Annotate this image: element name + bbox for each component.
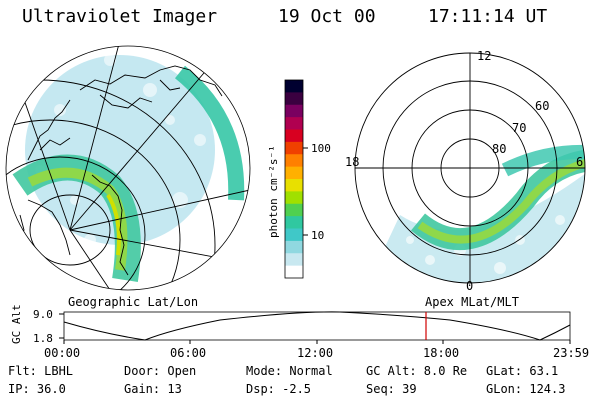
colorbar-segment [285, 265, 303, 279]
time-tick-1200: 12:00 [297, 346, 334, 360]
gain-info: Gain: 13 [124, 382, 182, 396]
mlat-label-80: 80 [492, 142, 506, 156]
glat-info: GLat: 63.1 [486, 364, 559, 378]
colorbar-tick-10: 10 [311, 229, 324, 242]
ip-info: IP: 36.0 [8, 382, 66, 396]
filter-info: Flt: LBHL [8, 364, 74, 378]
mlt-label-18: 18 [345, 155, 359, 169]
colorbar-segment [285, 80, 303, 93]
time-tick-0600: 06:00 [170, 346, 207, 360]
mlat-label-70: 70 [512, 121, 526, 135]
glon-info: GLon: 124.3 [486, 382, 566, 396]
time-label: 17:11:14 UT [428, 6, 548, 27]
gc-alt-info: GC Alt: 8.0 Re [366, 364, 468, 378]
colorbar-segment [285, 92, 303, 106]
colorbar-segment [285, 191, 303, 205]
altitude-timeline: GC Alt 9.0 1.8 [10, 304, 571, 345]
colorbar-segment [285, 166, 303, 180]
colorbar-segment [285, 117, 303, 131]
right-panel-caption: Apex MLat/MLT [425, 295, 519, 309]
colorbar-segment [285, 228, 303, 242]
colorbar-segment [285, 154, 303, 168]
mode-info: Mode: Normal [246, 364, 333, 378]
colorbar-tick-100: 100 [311, 142, 331, 155]
time-tick-2359: 23:59 [553, 346, 590, 360]
colorbar-segment [285, 203, 303, 217]
polar-grid [354, 52, 586, 284]
timeline-ymax: 9.0 [33, 308, 53, 321]
colorbar-segment [285, 141, 303, 155]
color-scale-bar [285, 80, 303, 279]
timeline-ymin: 1.8 [33, 332, 53, 345]
mlt-label-12: 12 [477, 49, 491, 63]
timeline-ylabel: GC Alt [10, 304, 23, 344]
colorbar-segment [285, 216, 303, 230]
geographic-map [6, 46, 250, 290]
seq-info: Seq: 39 [366, 382, 417, 396]
left-panel-caption: Geographic Lat/Lon [68, 295, 199, 309]
colorbar-segment [285, 129, 303, 143]
colorbar-segment [285, 179, 303, 192]
mlat-label-60: 60 [535, 99, 549, 113]
mlt-label-6: 6 [576, 155, 583, 169]
time-tick-1800: 18:00 [423, 346, 460, 360]
colorbar-segment [285, 253, 303, 267]
polar-mlt-plot: 12 18 6 0 60 70 80 [345, 49, 586, 293]
mlt-label-0: 0 [466, 279, 473, 293]
colorbar-segment [285, 240, 303, 254]
date-label: 19 Oct 00 [278, 6, 376, 27]
colorbar-unit-label: photon cm⁻²s⁻¹ [267, 145, 280, 238]
colorbar-segment [285, 104, 303, 118]
time-tick-0000: 00:00 [44, 346, 81, 360]
app-title: Ultraviolet Imager [22, 6, 218, 27]
dsp-info: Dsp: -2.5 [246, 382, 312, 396]
door-info: Door: Open [124, 364, 197, 378]
